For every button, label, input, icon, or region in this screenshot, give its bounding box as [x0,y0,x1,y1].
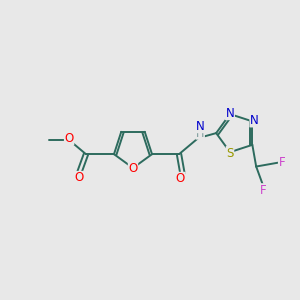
Text: S: S [226,147,234,160]
Text: O: O [74,172,84,184]
Text: O: O [64,131,74,145]
Text: H: H [196,129,204,139]
Text: F: F [260,184,266,197]
Text: O: O [176,172,185,185]
Text: F: F [278,156,285,169]
Text: N: N [250,114,259,127]
Text: N: N [196,120,205,133]
Text: N: N [226,106,234,120]
Text: O: O [128,163,138,176]
